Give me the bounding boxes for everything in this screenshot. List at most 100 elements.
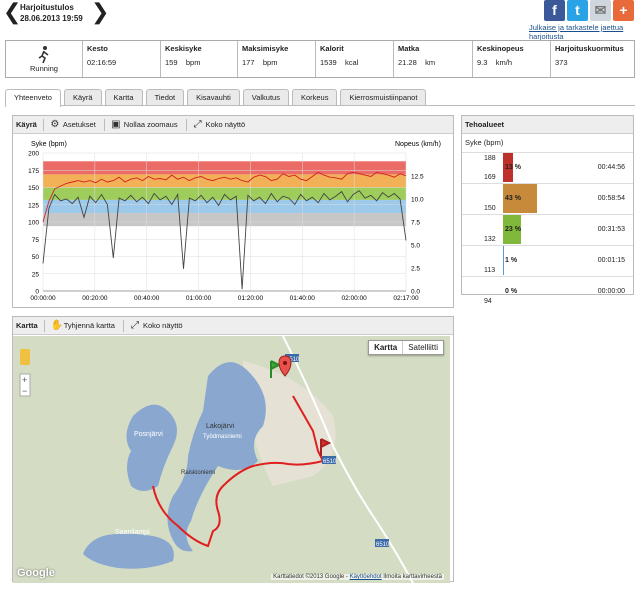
y-left-tick: 175 bbox=[28, 168, 39, 175]
lake-saanilampi bbox=[83, 533, 174, 569]
road bbox=[282, 336, 414, 583]
y-left-label: Syke (bpm) bbox=[31, 141, 67, 148]
tab-curve[interactable]: Käyrä bbox=[63, 89, 102, 105]
zone-time: 00:44:56 bbox=[597, 164, 625, 171]
zone-lower-limit: 132 bbox=[484, 236, 496, 243]
gear-icon: ⚙ bbox=[50, 118, 60, 130]
report-link[interactable]: Ilmoita karttavirheestä bbox=[383, 574, 442, 580]
stat-value: 02:16:59 bbox=[87, 58, 117, 67]
x-tick: 00:20:00 bbox=[82, 295, 108, 302]
finish-flag-icon[interactable] bbox=[320, 438, 332, 456]
map-attribution: Karttatiedot ©2013 Google - Käyttöehdot … bbox=[271, 574, 444, 580]
road-sign bbox=[375, 539, 389, 547]
tab-effect[interactable]: Valkutus bbox=[242, 89, 289, 105]
zone-row: 113 1 % 00:01:15 bbox=[462, 245, 633, 276]
fullscreen-icon: ⤢ bbox=[193, 118, 202, 130]
zone-percent: 23 % bbox=[505, 226, 521, 233]
curve-panel-title: Käyrä bbox=[16, 120, 37, 129]
sport-label: Running bbox=[30, 64, 58, 73]
tab-divider bbox=[5, 105, 635, 106]
y-right-tick: 2.5 bbox=[411, 266, 420, 273]
map-panel: Kartta ✋ Tyhjennä kartta ⤢ Koko näyttö P… bbox=[12, 316, 454, 583]
y-left-tick: 200 bbox=[28, 151, 39, 158]
y-right-tick: 7.5 bbox=[411, 220, 420, 227]
zone-time: 00:58:54 bbox=[597, 195, 625, 202]
y-left-tick: 50 bbox=[32, 254, 40, 261]
y-left-tick: 25 bbox=[32, 271, 40, 278]
twitter-icon[interactable]: t bbox=[567, 0, 588, 21]
label-saanilampi: Saanilampi bbox=[115, 529, 150, 536]
zone-bar bbox=[503, 246, 504, 275]
zone-band bbox=[43, 161, 406, 175]
fullscreen-button[interactable]: ⤢ Koko näyttö bbox=[193, 118, 246, 130]
hand-icon: ✋ bbox=[50, 319, 64, 331]
stat-calories: Kalorit 1539 kcal bbox=[316, 41, 394, 77]
email-icon[interactable]: ✉ bbox=[590, 0, 611, 21]
zoom-out-icon[interactable]: − bbox=[22, 386, 27, 396]
running-icon bbox=[38, 46, 49, 64]
heart-rate-line bbox=[42, 171, 407, 223]
attribution-text: Karttatiedot ©2013 Google - bbox=[273, 574, 348, 580]
share-link[interactable]: Julkaise ja tarkastele jaettua harjoitus… bbox=[529, 23, 624, 41]
workout-date: 28.06.2013 19:59 bbox=[20, 14, 83, 23]
zone-time: 00:01:15 bbox=[597, 257, 625, 264]
header: ❮ Harjoitustulos 28.06.2013 19:59 ❯ f t … bbox=[0, 0, 640, 41]
y-right-label: Nopeus (km/h) bbox=[395, 141, 441, 148]
stat-value: 373 bbox=[555, 58, 568, 67]
map-panel-title: Kartta bbox=[16, 321, 38, 330]
settings-label: Asetukset bbox=[62, 120, 96, 129]
chevron-right-icon[interactable]: ❯ bbox=[91, 0, 110, 25]
map-fullscreen-button[interactable]: ⤢ Koko näyttö bbox=[130, 320, 183, 331]
stat-value: 1539 kcal bbox=[320, 58, 359, 67]
satellite-button[interactable]: Satelliitti bbox=[402, 341, 443, 354]
lake-posnjarvi bbox=[126, 404, 177, 491]
stat-value: 9.3 km/h bbox=[477, 58, 513, 67]
zone-row: 188 169 13 % 00:44:56 bbox=[462, 152, 633, 183]
curve-toolbar: Käyrä ⚙ Asetukset ▣ Nollaa zoomaus ⤢ Kok… bbox=[13, 116, 453, 134]
fullscreen-label: Koko näyttö bbox=[205, 120, 246, 129]
tab-lap-notes[interactable]: Kierrosmuistiinpanot bbox=[340, 89, 427, 105]
settings-button[interactable]: ⚙ Asetukset bbox=[50, 118, 96, 130]
stat-training-load: Harjoituskuormitus 373 bbox=[551, 41, 634, 77]
hr-speed-chart[interactable]: Syke (bpm) Nopeus (km/h) 0 25 50 75 100 125 150 1… bbox=[13, 135, 453, 307]
tab-summary[interactable]: Yhteenveto bbox=[5, 89, 61, 107]
toolbar-separator bbox=[103, 118, 105, 131]
chevron-left-icon[interactable]: ❮ bbox=[3, 0, 22, 25]
reset-zoom-label: Nollaa zoomaus bbox=[123, 120, 178, 129]
zoom-in-icon[interactable]: + bbox=[22, 375, 27, 385]
zone-band bbox=[43, 199, 406, 214]
stat-key: Maksimisyke bbox=[242, 44, 289, 53]
zone-time: 00:00:00 bbox=[597, 288, 625, 295]
tab-altitude[interactable]: Korkeus bbox=[291, 89, 338, 105]
location-pin-icon[interactable] bbox=[278, 355, 292, 377]
reset-zoom-button[interactable]: ▣ Nollaa zoomaus bbox=[111, 119, 178, 130]
tab-race-pace[interactable]: Kisavauhti bbox=[187, 89, 240, 105]
land-shape bbox=[243, 361, 336, 486]
terms-link[interactable]: Käyttöehdot bbox=[349, 574, 382, 580]
clear-map-button[interactable]: ✋ Tyhjennä kartta bbox=[50, 319, 115, 331]
facebook-icon[interactable]: f bbox=[544, 0, 565, 21]
stat-avg-speed: Keskinopeus 9.3 km/h bbox=[473, 41, 551, 77]
toolbar-separator bbox=[43, 319, 45, 332]
stat-max-hr: Maksimisyke 177 bpm bbox=[238, 41, 316, 77]
toolbar-separator bbox=[185, 118, 187, 131]
zone-lower-limit: 113 bbox=[484, 267, 496, 274]
google-logo: Google bbox=[17, 567, 55, 579]
map-view[interactable]: Posnjärvi Lakojärvi Työdmasniemi Raiskio… bbox=[13, 336, 450, 583]
map-type-button[interactable]: Kartta bbox=[374, 343, 398, 352]
toolbar-separator bbox=[122, 319, 124, 332]
zone-row: 150 43 % 00:58:54 bbox=[462, 183, 633, 214]
y-right-tick: 0.0 bbox=[411, 289, 420, 296]
y-left-tick: 100 bbox=[28, 220, 39, 227]
road-sign bbox=[285, 354, 299, 362]
tab-map[interactable]: Kartta bbox=[104, 89, 143, 105]
zone-time: 00:31:53 bbox=[597, 226, 625, 233]
plus-icon[interactable]: + bbox=[613, 0, 634, 21]
pegman-icon[interactable] bbox=[20, 349, 30, 365]
zoom-control bbox=[19, 373, 31, 397]
zone-percent: 43 % bbox=[505, 195, 521, 202]
tab-details[interactable]: Tiedot bbox=[145, 89, 185, 105]
zones-panel: Tehoalueet Syke (bpm) 188 169 13 % 00:44:56… bbox=[461, 115, 634, 305]
stat-key: Keskisyke bbox=[165, 44, 202, 53]
clear-map-label: Tyhjennä kartta bbox=[63, 321, 115, 330]
